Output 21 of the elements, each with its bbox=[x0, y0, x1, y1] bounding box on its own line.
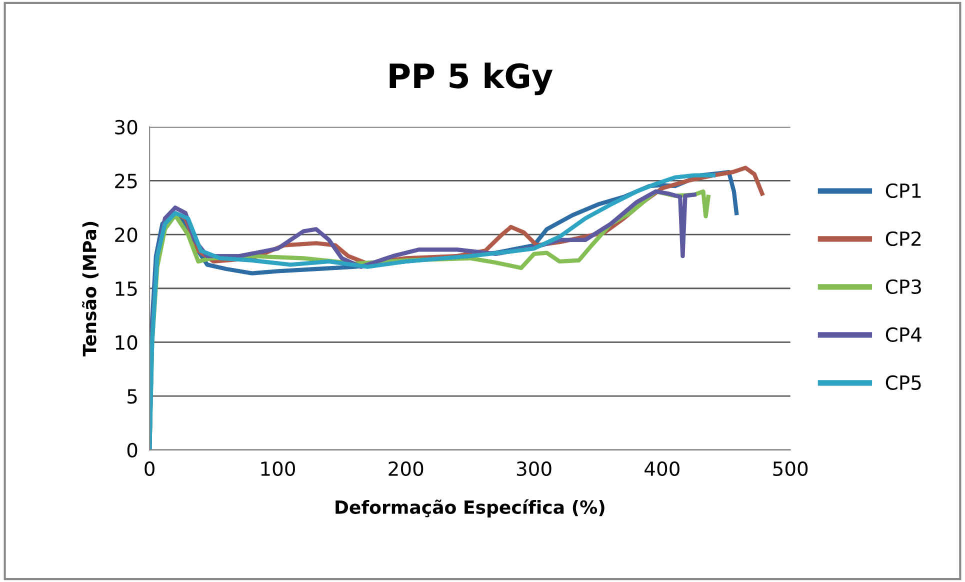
y-tick-label: 25 bbox=[115, 174, 137, 188]
y-tick-label: 10 bbox=[116, 335, 138, 350]
y-tick-label: 30 bbox=[115, 120, 138, 135]
x-tick-label: 300 bbox=[516, 461, 552, 476]
legend-label: CP4 bbox=[886, 327, 922, 342]
chart-title: PP 5 kGy bbox=[390, 62, 553, 96]
y-tick-label: 5 bbox=[128, 389, 137, 404]
x-tick-label: 0 bbox=[144, 461, 154, 476]
legend-label: CP1 bbox=[886, 183, 921, 198]
x-tick-label: 500 bbox=[773, 461, 808, 476]
x-tick-label: 100 bbox=[261, 461, 295, 476]
legend-label: CP5 bbox=[886, 375, 921, 390]
y-tick-label: 0 bbox=[127, 442, 138, 458]
y-tick-label: 20 bbox=[115, 228, 138, 242]
legend-label: CP3 bbox=[886, 279, 921, 294]
x-tick-label: 400 bbox=[644, 461, 680, 476]
x-axis-title: Deformação Específica (%) bbox=[336, 499, 604, 518]
legend-label: CP2 bbox=[886, 231, 921, 246]
y-tick-label: 15 bbox=[116, 282, 137, 296]
y-axis-title: Tensão (MPa) bbox=[82, 222, 98, 356]
x-tick-label: 200 bbox=[388, 461, 424, 476]
